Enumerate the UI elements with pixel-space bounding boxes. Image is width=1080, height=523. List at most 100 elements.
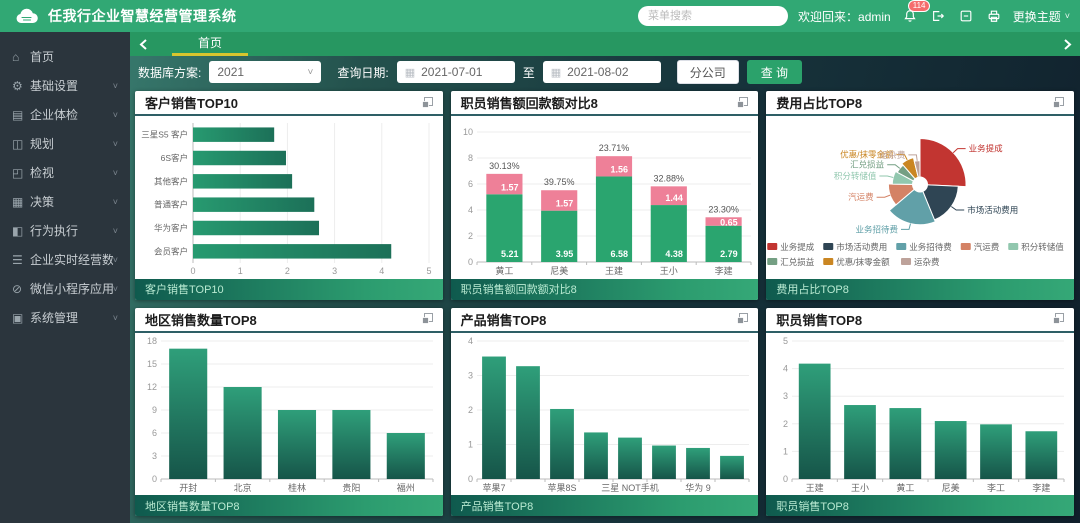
sidebar-item-8[interactable]: ⊘ 微信小程序应用 ˅ xyxy=(0,274,130,303)
realtime-data-icon: ☰ xyxy=(12,252,23,267)
fullscreen-icon[interactable] xyxy=(957,7,975,25)
expand-icon[interactable] xyxy=(736,96,750,110)
sidebar-item-3[interactable]: ◫ 规划 ˅ xyxy=(0,129,130,158)
menu-search-input[interactable] xyxy=(638,6,789,26)
db-plan-value: 2021 xyxy=(217,65,245,79)
sidebar-item-2[interactable]: ▤ 企业体检 ˅ xyxy=(0,100,130,129)
svg-text:汽运费: 汽运费 xyxy=(974,242,1000,252)
notifications-bell-icon[interactable]: 114 xyxy=(901,0,931,25)
panel-title: 职员销售额回款额对比8 xyxy=(460,96,598,111)
health-check-icon: ▤ xyxy=(12,107,24,122)
svg-text:三星S5 客户: 三星S5 客户 xyxy=(141,130,188,140)
svg-text:1.56: 1.56 xyxy=(610,164,628,174)
chart-canvas: 业务提成 市场活动费用 业务招待费 汽运费 积分转储值 汇兑损益 优惠/抹零金额 运杂费 业务提… xyxy=(766,116,1074,279)
svg-text:李建: 李建 xyxy=(714,265,732,276)
svg-text:业务招待费: 业务招待费 xyxy=(856,224,899,234)
svg-text:业务提成: 业务提成 xyxy=(969,144,1004,154)
svg-text:苹果7: 苹果7 xyxy=(482,482,505,493)
sidebar-item-label: 企业体检 xyxy=(30,108,79,122)
svg-text:4: 4 xyxy=(379,266,384,276)
chart-canvas: 0 3 6 9 12 15 18 开封 北京 桂林 贵阳 福州 xyxy=(135,333,443,496)
sidebar-item-6[interactable]: ◧ 行为执行 ˅ xyxy=(0,216,130,245)
expand-icon[interactable] xyxy=(1052,312,1066,326)
sidebar-item-label: 企业实时经营数据 xyxy=(30,253,113,267)
panel-title: 地区销售数量TOP8 xyxy=(145,312,257,328)
chevron-down-icon: ˅ xyxy=(112,109,118,120)
svg-text:开封: 开封 xyxy=(179,482,197,493)
chevron-down-icon: ˅ xyxy=(112,138,118,149)
svg-text:4: 4 xyxy=(468,336,473,346)
tabs-scroll-right-button[interactable] xyxy=(1054,32,1080,56)
filter-bar: 数据库方案: 2021 ˅ 查询日期: ▦ 2021-07-01 至 ▦ 202… xyxy=(130,56,1080,88)
chart-canvas: 0 2 4 6 8 10 5.21 1.57 30.13% 黄工 3.95 1.57 39.75% 尼美 6… xyxy=(451,116,759,279)
date-to-input[interactable]: ▦ 2021-08-02 xyxy=(542,61,661,83)
sidebar-item-label: 决策 xyxy=(30,195,55,209)
expand-icon[interactable] xyxy=(736,312,750,326)
svg-text:会员客户: 会员客户 xyxy=(154,246,188,256)
panel-header: 职员销售额回款额对比8 xyxy=(450,91,759,116)
sidebar-item-7[interactable]: ☰ 企业实时经营数据˅ xyxy=(0,245,130,274)
branch-button[interactable]: 分公司 xyxy=(676,60,739,84)
svg-text:3.95: 3.95 xyxy=(555,249,573,259)
svg-text:23.71%: 23.71% xyxy=(598,143,629,153)
db-plan-select[interactable]: 2021 ˅ xyxy=(209,61,322,83)
welcome-text: 欢迎回来：admin xyxy=(798,9,891,24)
tab-home[interactable]: 首页 xyxy=(172,32,249,56)
svg-text:汽运费: 汽运费 xyxy=(848,192,874,202)
svg-text:其他客户: 其他客户 xyxy=(154,176,188,186)
sidebar-item-label: 行为执行 xyxy=(30,224,79,238)
panel-2: 费用占比TOP8 业务提成 市场活动费用 业务招待费 汽运费 积分转储值 汇兑损益 优惠/抹零… xyxy=(766,91,1074,300)
svg-text:黄工: 黄工 xyxy=(897,482,915,493)
main-content: 首页 数据库方案: 2021 ˅ 查询日期: ▦ 2021-07-01 至 xyxy=(130,32,1080,523)
expand-icon[interactable] xyxy=(421,312,435,326)
chevron-down-icon: ˅ xyxy=(112,254,118,265)
panel-footer-label: 职员销售TOP8 xyxy=(766,495,1074,516)
sidebar-item-1[interactable]: ⚙ 基础设置 ˅ xyxy=(0,71,130,100)
notification-badge: 114 xyxy=(907,0,931,12)
svg-text:6: 6 xyxy=(468,179,473,189)
svg-text:1.57: 1.57 xyxy=(555,199,573,209)
svg-text:4: 4 xyxy=(468,205,473,215)
panel-3: 地区销售数量TOP8 0 3 6 9 12 15 18 开封 北京 桂林 贵阳 福州 地区销售数量TOP8 xyxy=(135,307,443,516)
svg-text:王小: 王小 xyxy=(851,483,869,493)
panel-header: 职员销售TOP8 xyxy=(766,308,1074,333)
date-to-value: 2021-08-02 xyxy=(567,65,629,79)
sidebar-item-4[interactable]: ◰ 检视 ˅ xyxy=(0,158,130,187)
chevron-down-icon: ˅ xyxy=(112,283,118,294)
svg-text:3: 3 xyxy=(783,391,788,401)
svg-text:0.65: 0.65 xyxy=(720,217,738,227)
svg-text:10: 10 xyxy=(463,127,473,137)
svg-text:0: 0 xyxy=(783,474,788,484)
logout-icon[interactable] xyxy=(929,7,947,25)
svg-text:优惠/抹零金额: 优惠/抹零金额 xyxy=(840,150,894,160)
svg-text:0: 0 xyxy=(152,474,157,484)
change-theme-button[interactable]: 更换主题 ˅ xyxy=(1013,8,1070,25)
cloud-logo-icon xyxy=(14,6,40,26)
date-from-input[interactable]: ▦ 2021-07-01 xyxy=(396,61,515,83)
svg-text:8: 8 xyxy=(468,153,473,163)
svg-text:9: 9 xyxy=(152,405,157,415)
tabs-scroll-left-button[interactable] xyxy=(130,32,156,56)
chart-canvas: 0 1 2 3 4 苹果7 苹果8S 三星 NOT手机 华为 9 xyxy=(451,333,759,496)
sidebar-item-5[interactable]: ▦ 决策 ˅ xyxy=(0,187,130,216)
svg-text:市场活动费用: 市场活动费用 xyxy=(837,242,888,252)
inspect-icon: ◰ xyxy=(12,165,24,180)
svg-text:4: 4 xyxy=(783,363,788,373)
expand-icon[interactable] xyxy=(1052,96,1066,110)
expand-icon[interactable] xyxy=(421,96,435,110)
query-button[interactable]: 查 询 xyxy=(746,60,803,84)
svg-text:1.57: 1.57 xyxy=(501,182,519,192)
chart-canvas: 0 1 2 3 4 5 王建 王小 黄工 尼美 李工 李建 xyxy=(766,333,1074,496)
svg-text:2: 2 xyxy=(468,231,473,241)
print-icon[interactable] xyxy=(985,7,1003,25)
chevron-down-icon: ˅ xyxy=(112,80,118,91)
svg-text:23.30%: 23.30% xyxy=(708,204,739,214)
svg-text:普通客户: 普通客户 xyxy=(154,200,188,210)
panel-footer-label: 费用占比TOP8 xyxy=(766,278,1074,300)
sidebar: ⌂ 首页 ⚙ 基础设置 ˅ ▤ 企业体检 ˅ ◫ 规划 ˅ ◰ 检视 ˅ ▦ 决策 ˅ ◧ 行为执行 ˅ ☰ 企业实时经营… xyxy=(0,32,130,523)
svg-text:尼美: 尼美 xyxy=(942,482,960,493)
top-header: 任我行企业智慧经营管理系统 欢迎回来：admin 114 xyxy=(0,0,1080,32)
sidebar-item-9[interactable]: ▣ 系统管理 ˅ xyxy=(0,303,130,332)
sidebar-item-0[interactable]: ⌂ 首页 xyxy=(0,42,130,71)
svg-text:12: 12 xyxy=(147,382,157,392)
